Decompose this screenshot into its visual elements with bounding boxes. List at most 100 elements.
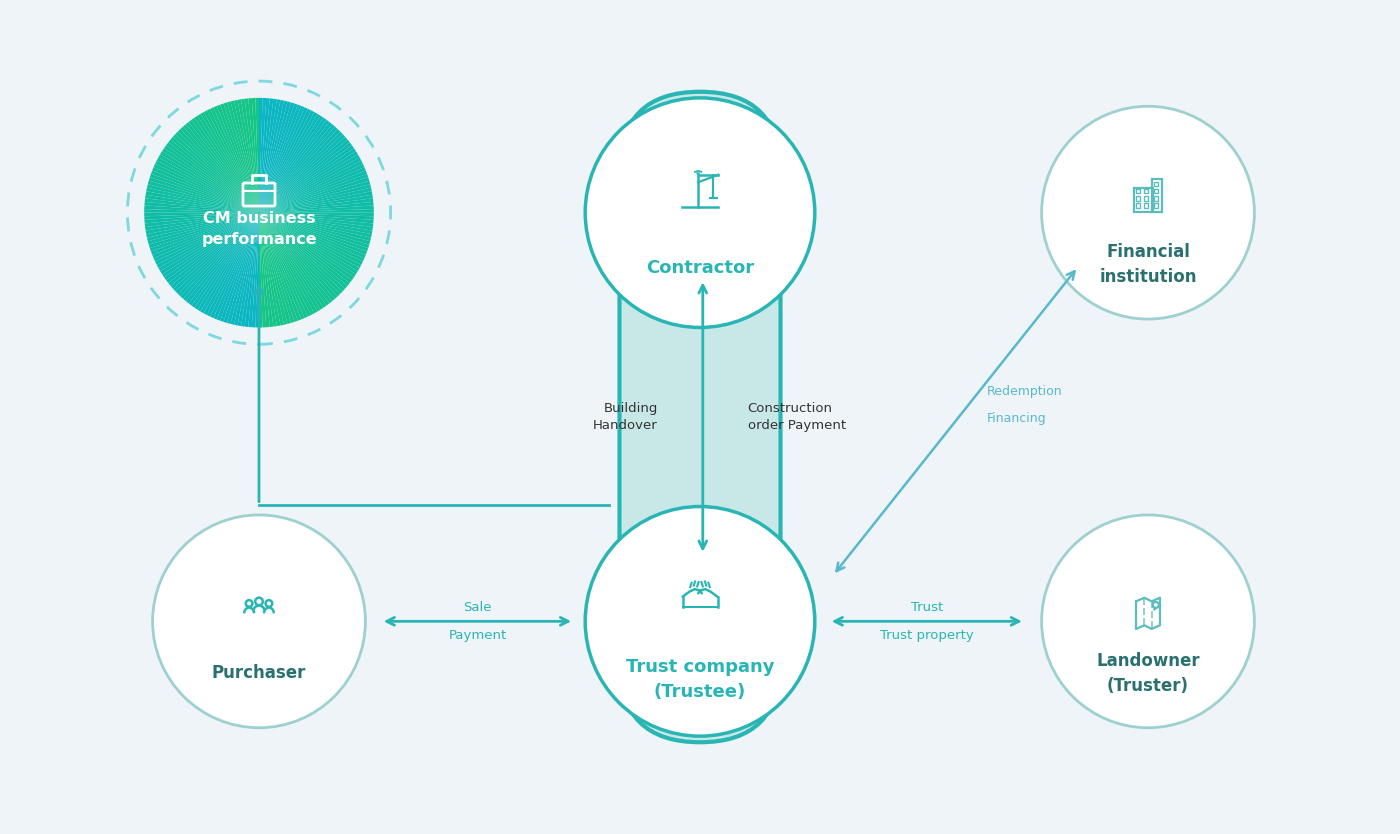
Wedge shape bbox=[259, 158, 361, 213]
Text: Trust property: Trust property bbox=[881, 629, 973, 642]
Text: Trust: Trust bbox=[910, 600, 944, 614]
Wedge shape bbox=[146, 188, 259, 213]
Wedge shape bbox=[207, 213, 259, 317]
Wedge shape bbox=[217, 104, 259, 213]
Wedge shape bbox=[259, 213, 368, 252]
Wedge shape bbox=[157, 213, 259, 268]
Ellipse shape bbox=[1042, 515, 1254, 728]
Wedge shape bbox=[255, 98, 259, 213]
Wedge shape bbox=[259, 213, 270, 327]
Bar bbox=[1154, 188, 1158, 193]
Wedge shape bbox=[220, 213, 259, 322]
Wedge shape bbox=[154, 213, 259, 262]
Wedge shape bbox=[259, 191, 372, 213]
Wedge shape bbox=[183, 124, 259, 213]
Wedge shape bbox=[144, 205, 259, 213]
Wedge shape bbox=[160, 151, 259, 213]
Wedge shape bbox=[259, 161, 363, 213]
Wedge shape bbox=[259, 108, 311, 213]
Wedge shape bbox=[259, 213, 315, 315]
Wedge shape bbox=[259, 213, 298, 322]
Wedge shape bbox=[162, 213, 259, 277]
Wedge shape bbox=[231, 101, 259, 213]
Wedge shape bbox=[175, 132, 259, 213]
Wedge shape bbox=[259, 213, 374, 224]
Bar bbox=[1144, 203, 1148, 208]
Wedge shape bbox=[259, 213, 360, 271]
Wedge shape bbox=[259, 116, 323, 213]
Wedge shape bbox=[259, 104, 301, 213]
Bar bbox=[1152, 179, 1162, 212]
Wedge shape bbox=[171, 137, 259, 213]
Wedge shape bbox=[259, 213, 347, 289]
Wedge shape bbox=[259, 103, 294, 213]
Wedge shape bbox=[178, 129, 259, 213]
Wedge shape bbox=[259, 213, 372, 234]
Wedge shape bbox=[144, 202, 259, 213]
Wedge shape bbox=[195, 116, 259, 213]
Wedge shape bbox=[259, 213, 351, 283]
Wedge shape bbox=[200, 112, 259, 213]
Wedge shape bbox=[217, 213, 259, 321]
Bar bbox=[1137, 203, 1141, 208]
Wedge shape bbox=[259, 103, 298, 213]
Wedge shape bbox=[151, 213, 259, 255]
Wedge shape bbox=[259, 106, 305, 213]
Wedge shape bbox=[148, 213, 259, 244]
Text: Financial
institution: Financial institution bbox=[1099, 244, 1197, 286]
Wedge shape bbox=[259, 213, 305, 319]
Wedge shape bbox=[259, 148, 356, 213]
Wedge shape bbox=[259, 213, 326, 308]
Wedge shape bbox=[259, 98, 263, 213]
Wedge shape bbox=[151, 170, 259, 213]
Wedge shape bbox=[157, 158, 259, 213]
Wedge shape bbox=[259, 132, 343, 213]
Wedge shape bbox=[259, 213, 367, 255]
Wedge shape bbox=[259, 139, 350, 213]
Wedge shape bbox=[153, 167, 259, 213]
Ellipse shape bbox=[1042, 106, 1254, 319]
Wedge shape bbox=[259, 213, 301, 321]
Wedge shape bbox=[231, 213, 259, 324]
Bar bbox=[1134, 188, 1154, 212]
Wedge shape bbox=[259, 188, 372, 213]
Wedge shape bbox=[168, 213, 259, 286]
Wedge shape bbox=[259, 213, 291, 324]
Wedge shape bbox=[259, 213, 361, 268]
Ellipse shape bbox=[585, 98, 815, 328]
Ellipse shape bbox=[153, 515, 365, 728]
Wedge shape bbox=[168, 139, 259, 213]
Wedge shape bbox=[259, 205, 374, 213]
Wedge shape bbox=[175, 213, 259, 294]
Wedge shape bbox=[148, 181, 259, 213]
Wedge shape bbox=[144, 213, 259, 216]
Wedge shape bbox=[259, 129, 340, 213]
Text: Purchaser: Purchaser bbox=[211, 665, 307, 682]
Wedge shape bbox=[186, 122, 259, 213]
Wedge shape bbox=[259, 213, 311, 317]
Text: CM business
performance: CM business performance bbox=[202, 211, 316, 247]
Wedge shape bbox=[259, 118, 326, 213]
Wedge shape bbox=[259, 122, 332, 213]
Wedge shape bbox=[259, 170, 367, 213]
Wedge shape bbox=[259, 137, 347, 213]
Wedge shape bbox=[259, 213, 372, 231]
Wedge shape bbox=[259, 173, 368, 213]
Wedge shape bbox=[259, 98, 270, 213]
Wedge shape bbox=[241, 98, 259, 213]
Wedge shape bbox=[259, 213, 374, 216]
Wedge shape bbox=[259, 213, 350, 286]
Wedge shape bbox=[245, 98, 259, 213]
Wedge shape bbox=[144, 213, 259, 224]
Wedge shape bbox=[259, 213, 340, 296]
Wedge shape bbox=[150, 213, 259, 252]
Wedge shape bbox=[259, 213, 294, 323]
Wedge shape bbox=[195, 213, 259, 309]
Wedge shape bbox=[255, 213, 259, 328]
Wedge shape bbox=[238, 99, 259, 213]
Wedge shape bbox=[259, 213, 277, 327]
Wedge shape bbox=[148, 177, 259, 213]
Wedge shape bbox=[259, 209, 374, 213]
Wedge shape bbox=[259, 154, 360, 213]
Wedge shape bbox=[167, 143, 259, 213]
